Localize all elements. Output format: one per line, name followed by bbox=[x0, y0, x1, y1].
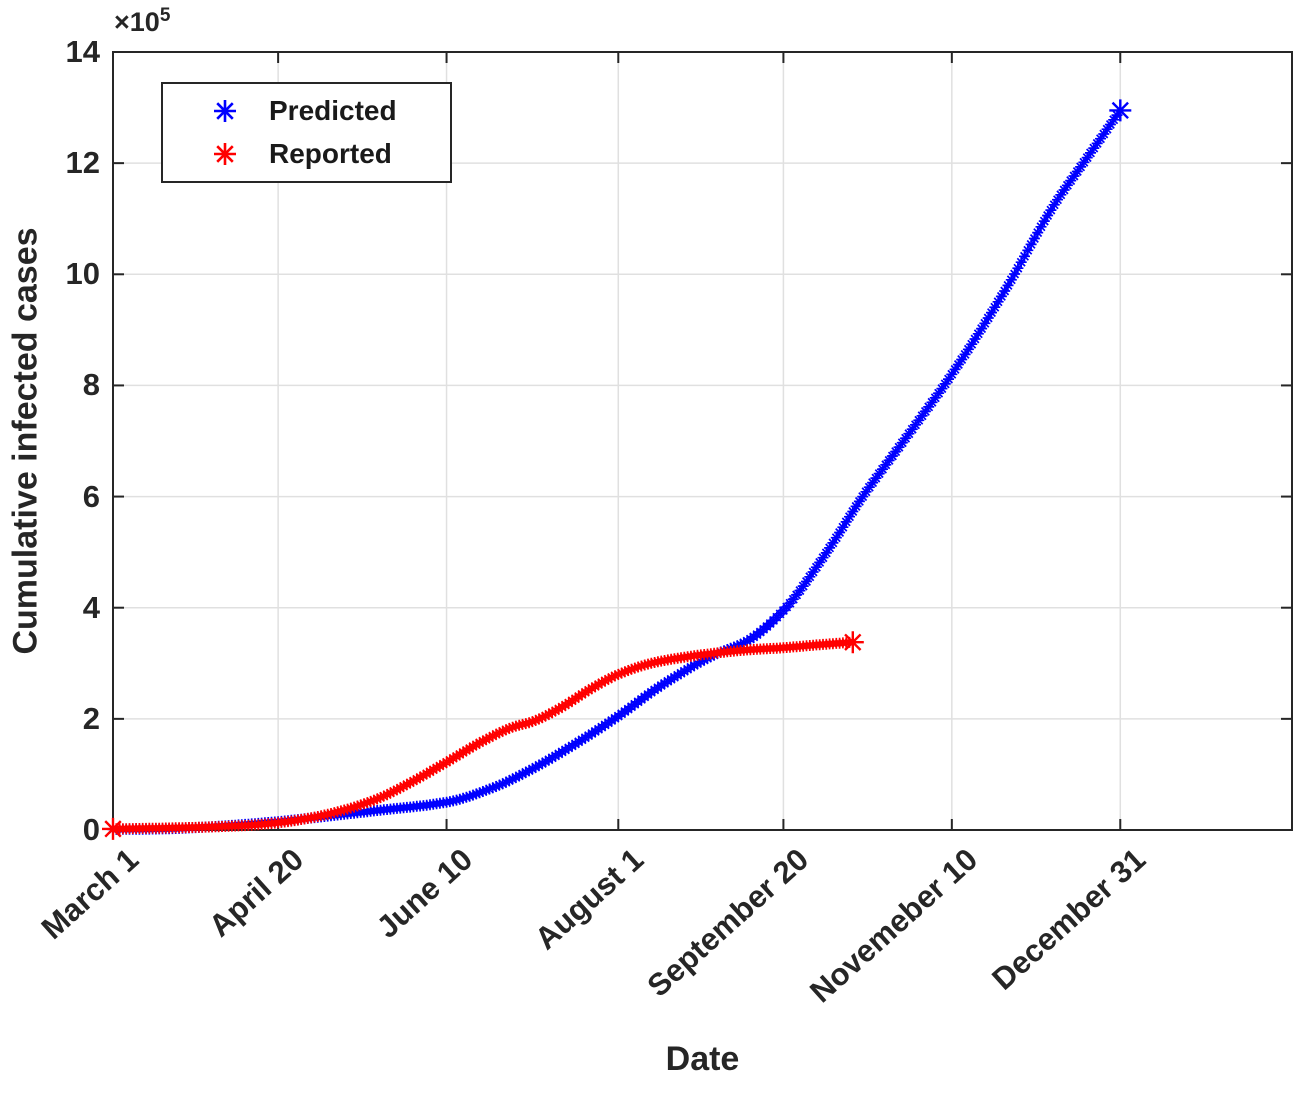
legend-label-reported: Reported bbox=[269, 138, 392, 170]
y-tick-label: 0 bbox=[82, 812, 100, 847]
legend: Predicted Reported bbox=[161, 82, 452, 183]
series-reported-endpoint-marker bbox=[102, 631, 864, 840]
legend-item-reported: Reported bbox=[163, 133, 450, 175]
y-axis-multiplier-base: ×10 bbox=[114, 7, 160, 37]
y-axis-multiplier: ×105 bbox=[114, 5, 171, 38]
series-predicted-markers bbox=[107, 104, 1126, 835]
y-axis-label: Cumulative infected cases bbox=[6, 227, 45, 655]
y-tick-label: 14 bbox=[65, 34, 100, 69]
y-tick-label: 10 bbox=[65, 256, 100, 292]
y-tick-label: 6 bbox=[82, 478, 100, 514]
legend-item-predicted: Predicted bbox=[163, 90, 450, 132]
series-reported-markers bbox=[107, 636, 859, 835]
predicted-asterisk-marker-icon bbox=[214, 99, 236, 122]
y-tick-label: 4 bbox=[82, 589, 100, 625]
legend-label-predicted: Predicted bbox=[269, 94, 397, 126]
axes-box bbox=[112, 51, 1293, 831]
reported-asterisk-marker-icon bbox=[214, 143, 236, 166]
y-tick-label: 2 bbox=[82, 700, 100, 736]
y-tick-label: 12 bbox=[65, 145, 100, 181]
y-axis-multiplier-exponent: 5 bbox=[159, 5, 171, 26]
x-axis-label: Date bbox=[665, 1040, 740, 1078]
y-tick-label: 8 bbox=[82, 367, 100, 403]
series-predicted-endpoint-marker bbox=[1109, 99, 1132, 122]
